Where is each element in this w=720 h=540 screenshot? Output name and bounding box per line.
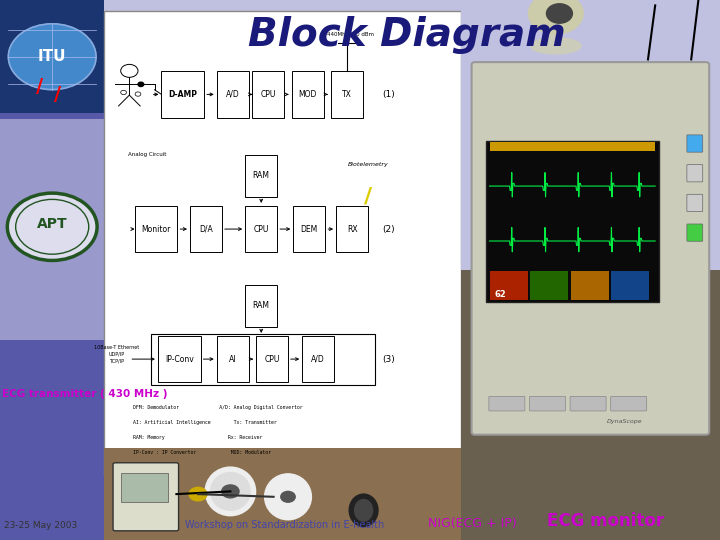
FancyBboxPatch shape (472, 62, 709, 435)
Ellipse shape (349, 494, 378, 526)
FancyBboxPatch shape (530, 271, 568, 300)
Text: (1): (1) (382, 90, 395, 99)
FancyBboxPatch shape (330, 71, 363, 118)
Text: RX: RX (347, 225, 357, 234)
FancyBboxPatch shape (256, 336, 288, 382)
Text: 10Base-T Ethernet
UDP/IP
TCP/IP: 10Base-T Ethernet UDP/IP TCP/IP (94, 346, 140, 363)
FancyBboxPatch shape (461, 0, 720, 270)
Text: /: / (364, 186, 372, 207)
Text: DFM: Demodulator              A/D: Analog Digital Convertor: DFM: Demodulator A/D: Analog Digital Con… (133, 406, 302, 410)
FancyBboxPatch shape (217, 71, 248, 118)
Text: AI: Artificial Intelligence        Tx: Transmitter: AI: Artificial Intelligence Tx: Transmit… (133, 420, 276, 425)
FancyBboxPatch shape (490, 143, 655, 151)
FancyBboxPatch shape (292, 71, 323, 118)
FancyBboxPatch shape (135, 206, 177, 252)
FancyBboxPatch shape (461, 65, 720, 540)
FancyBboxPatch shape (246, 285, 277, 327)
Text: Monitor: Monitor (141, 225, 171, 234)
Circle shape (9, 24, 96, 90)
FancyBboxPatch shape (302, 336, 334, 382)
Circle shape (222, 485, 239, 498)
FancyBboxPatch shape (529, 396, 565, 411)
Text: RAM: RAM (253, 301, 270, 310)
Text: A/D: A/D (311, 355, 325, 363)
FancyBboxPatch shape (190, 206, 222, 252)
Ellipse shape (189, 487, 207, 501)
FancyBboxPatch shape (293, 206, 325, 252)
FancyBboxPatch shape (113, 463, 179, 531)
Ellipse shape (265, 474, 311, 519)
Text: 23-25 May 2003: 23-25 May 2003 (4, 521, 77, 530)
Text: CPU: CPU (253, 225, 269, 234)
Text: DynaScope: DynaScope (607, 418, 643, 424)
Text: /: / (54, 85, 61, 104)
Text: IP-Conv : IP Convertor            MOD: Modulator: IP-Conv : IP Convertor MOD: Modulator (133, 450, 271, 455)
FancyBboxPatch shape (611, 271, 649, 300)
FancyBboxPatch shape (687, 135, 703, 152)
Text: RAM: Memory                      Rx: Receiver: RAM: Memory Rx: Receiver (133, 435, 262, 440)
Text: TX: TX (342, 90, 351, 99)
Ellipse shape (205, 467, 256, 516)
FancyBboxPatch shape (104, 11, 461, 475)
Text: DEM: DEM (301, 225, 318, 234)
FancyBboxPatch shape (104, 448, 461, 540)
Text: ITU: ITU (38, 49, 66, 64)
FancyBboxPatch shape (549, 24, 563, 46)
Circle shape (528, 0, 583, 34)
Circle shape (138, 82, 144, 86)
FancyBboxPatch shape (570, 396, 606, 411)
Text: Workshop on Standardization in E-health: Workshop on Standardization in E-health (185, 520, 384, 530)
Ellipse shape (531, 38, 581, 54)
Text: CPU: CPU (261, 90, 276, 99)
Text: CPU: CPU (264, 355, 279, 363)
Text: 440MHz, 10 dBm: 440MHz, 10 dBm (327, 32, 374, 37)
Ellipse shape (355, 500, 373, 521)
Text: Biotelemetry: Biotelemetry (348, 161, 389, 166)
Circle shape (281, 491, 295, 502)
FancyBboxPatch shape (489, 396, 525, 411)
FancyBboxPatch shape (0, 119, 104, 340)
Text: (2): (2) (382, 225, 395, 234)
Circle shape (7, 193, 97, 260)
Text: 62: 62 (495, 291, 506, 299)
FancyBboxPatch shape (217, 336, 248, 382)
Text: A/D: A/D (226, 90, 240, 99)
Text: NIG(ECG + IP): NIG(ECG + IP) (428, 517, 517, 530)
Text: MOD: MOD (298, 90, 317, 99)
Text: RAM: RAM (253, 171, 270, 180)
FancyBboxPatch shape (687, 194, 703, 212)
FancyBboxPatch shape (0, 0, 104, 540)
Text: AI: AI (229, 355, 236, 363)
Text: (3): (3) (382, 355, 395, 363)
Ellipse shape (210, 472, 251, 510)
FancyBboxPatch shape (121, 472, 168, 502)
FancyBboxPatch shape (246, 206, 277, 252)
Text: Block Diagram: Block Diagram (248, 16, 566, 54)
FancyBboxPatch shape (0, 0, 104, 113)
Text: ECG monitor: ECG monitor (547, 512, 665, 530)
Text: D-AMP: D-AMP (168, 90, 197, 99)
FancyBboxPatch shape (687, 165, 703, 182)
FancyBboxPatch shape (336, 206, 368, 252)
FancyBboxPatch shape (246, 155, 277, 197)
FancyBboxPatch shape (611, 396, 647, 411)
Circle shape (546, 4, 572, 23)
Text: ECG transmitter ( 430 MHz ): ECG transmitter ( 430 MHz ) (2, 389, 168, 399)
FancyBboxPatch shape (486, 141, 659, 302)
Text: IP-Conv: IP-Conv (165, 355, 194, 363)
FancyBboxPatch shape (252, 71, 284, 118)
FancyBboxPatch shape (161, 71, 204, 118)
FancyBboxPatch shape (158, 336, 201, 382)
FancyBboxPatch shape (687, 224, 703, 241)
FancyBboxPatch shape (571, 271, 609, 300)
Text: /: / (36, 77, 43, 96)
FancyBboxPatch shape (490, 271, 528, 300)
Text: D/A: D/A (199, 225, 213, 234)
Text: Analog Circuit: Analog Circuit (128, 152, 166, 157)
Text: APT: APT (37, 217, 68, 231)
